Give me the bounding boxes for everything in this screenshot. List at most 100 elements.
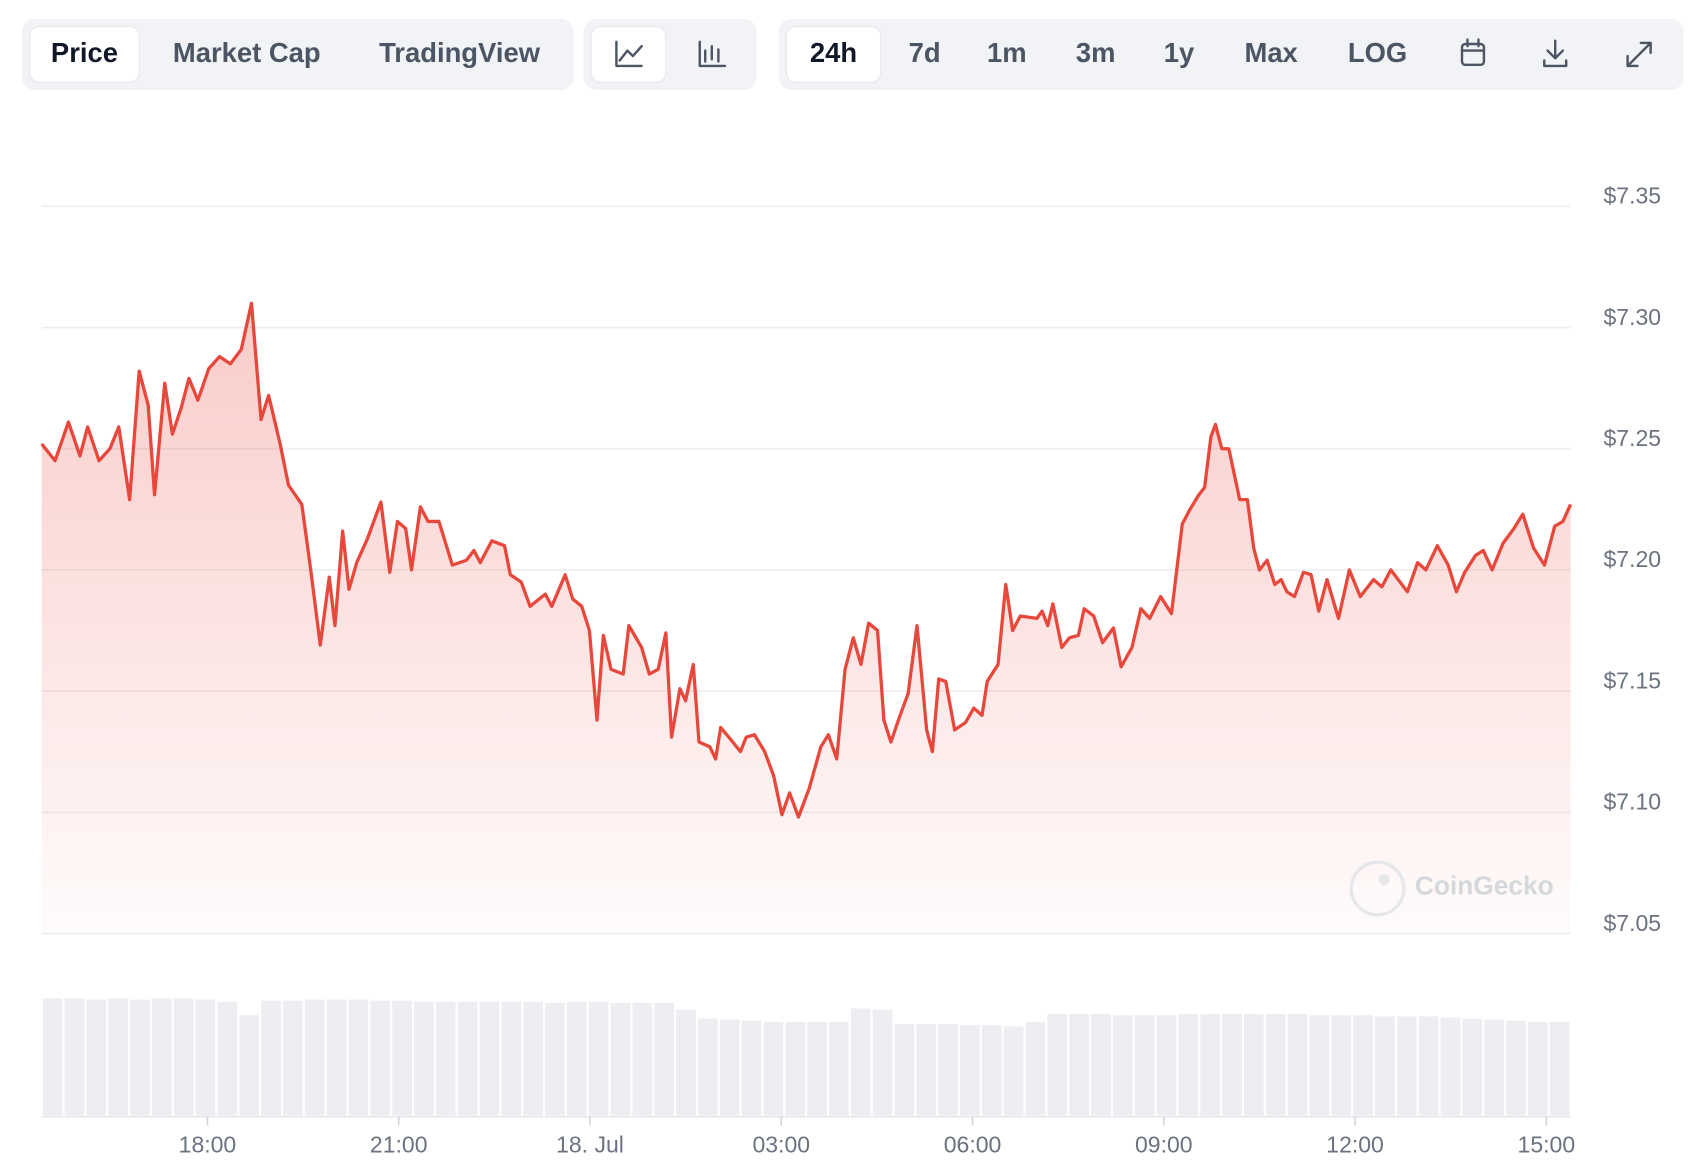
volume-bar (1003, 1026, 1024, 1116)
volume-bar (195, 999, 216, 1116)
volume-bar (1527, 1021, 1548, 1116)
x-tick-label: 21:00 (370, 1131, 428, 1157)
range-button[interactable]: 3m (1076, 37, 1116, 68)
fullscreen-icon[interactable] (1626, 41, 1652, 68)
volume-bar (763, 1021, 784, 1116)
volume-bar (1287, 1014, 1308, 1116)
watermark-text: CoinGecko (1415, 870, 1554, 900)
volume-bar (916, 1024, 937, 1116)
x-tick-label: 18. Jul (556, 1131, 624, 1157)
price-area (41, 303, 1571, 934)
volume-bar (829, 1021, 849, 1116)
volume-bar (850, 1008, 871, 1116)
volume-bar (151, 998, 172, 1116)
x-tick-label: 06:00 (944, 1131, 1002, 1157)
volume-bar (1353, 1015, 1373, 1116)
chart-type-active-bg (590, 25, 667, 83)
volume-bar (86, 999, 107, 1116)
volume-bar (1178, 1014, 1199, 1116)
x-tick-label: 15:00 (1518, 1131, 1576, 1157)
volume-bar (1134, 1015, 1155, 1116)
volume-bar (1549, 1021, 1570, 1116)
x-tick-label: 18:00 (179, 1131, 237, 1157)
volume-bar (1025, 1021, 1046, 1116)
range-button[interactable]: LOG (1348, 37, 1407, 68)
plot-area: $7.05 $7.10 $7.15 $7.20 $7.25 $7.30 $7.35 18:00… (40, 183, 1661, 1157)
y-tick-label: $7.25 (1603, 425, 1661, 451)
volume-bar (1506, 1020, 1526, 1116)
volume-bar (566, 1001, 587, 1116)
tab-button[interactable]: TradingView (379, 37, 541, 68)
y-tick-label: $7.35 (1603, 183, 1661, 209)
x-tick-label: 03:00 (752, 1131, 810, 1157)
line-chart-icon[interactable] (615, 40, 643, 68)
download-icon[interactable] (1543, 39, 1568, 68)
volume-bar (1244, 1014, 1264, 1116)
volume-bar (654, 1002, 674, 1116)
volume-bar (785, 1021, 806, 1116)
calendar-icon[interactable] (1460, 38, 1486, 67)
range-button[interactable]: 1m (987, 37, 1027, 68)
range-button[interactable]: Max (1244, 37, 1298, 68)
volume-bar (326, 999, 347, 1116)
volume-bar (960, 1025, 980, 1116)
volume-bar (807, 1021, 827, 1116)
price-line (40, 301, 1573, 819)
volume-bar (479, 1001, 500, 1116)
y-tick-label: $7.05 (1603, 910, 1661, 936)
volume-bar (1069, 1014, 1089, 1116)
volume-bar (545, 1002, 565, 1116)
volume-bar (239, 1015, 259, 1116)
volume-bar (588, 1001, 609, 1116)
volume-bar (414, 1001, 434, 1116)
range-button[interactable]: 24h (810, 37, 857, 68)
volume-bar (938, 1024, 958, 1116)
volume-bar (1375, 1016, 1395, 1116)
volume-bar (894, 1024, 915, 1116)
volume-bar (435, 1001, 456, 1116)
volume-bar (1200, 1014, 1221, 1116)
volume-bar (64, 998, 85, 1116)
volume-bar (1265, 1014, 1286, 1116)
volume-bar (1440, 1017, 1461, 1116)
volume-bar (1309, 1015, 1330, 1116)
volume-bar (457, 1001, 478, 1116)
volume-bar (632, 1002, 653, 1116)
range-button[interactable]: 7d (909, 37, 941, 68)
volume-bar (1047, 1014, 1068, 1116)
volume-bar (370, 1000, 391, 1116)
volume-bar (1462, 1018, 1483, 1116)
y-tick-label: $7.20 (1603, 546, 1661, 572)
volume-bar (108, 998, 128, 1116)
volume-bar (719, 1019, 740, 1116)
volume-bar (1331, 1015, 1352, 1116)
volume-bar (872, 1009, 893, 1116)
volume-bar (42, 998, 63, 1116)
tab-group (21, 18, 574, 91)
volume-bar (501, 1001, 522, 1116)
y-tick-label: $7.15 (1603, 667, 1661, 693)
watermark: CoinGecko (1349, 860, 1554, 917)
volume-bar (392, 1000, 412, 1116)
volume-bar (523, 1001, 543, 1116)
volume-bar (173, 998, 194, 1116)
candle-chart-icon[interactable] (698, 40, 727, 68)
volume-bar (1396, 1016, 1417, 1116)
y-tick-label: $7.10 (1603, 789, 1661, 815)
volume-bar (981, 1025, 1002, 1116)
x-tick-label: 12:00 (1326, 1131, 1384, 1157)
tab-button[interactable]: Price (51, 37, 118, 68)
tab-button[interactable]: Market Cap (173, 37, 321, 68)
volume-bar (1113, 1015, 1133, 1116)
volume-bar (261, 1000, 281, 1116)
x-tick-label: 09:00 (1135, 1131, 1193, 1157)
range-group (778, 18, 1684, 91)
range-button[interactable]: 1y (1164, 37, 1195, 68)
volume-bar (676, 1009, 696, 1116)
volume-bar (304, 999, 325, 1116)
tab-active-bg (29, 25, 140, 83)
volume-bar (1484, 1019, 1504, 1116)
volume-bar (1222, 1014, 1242, 1116)
